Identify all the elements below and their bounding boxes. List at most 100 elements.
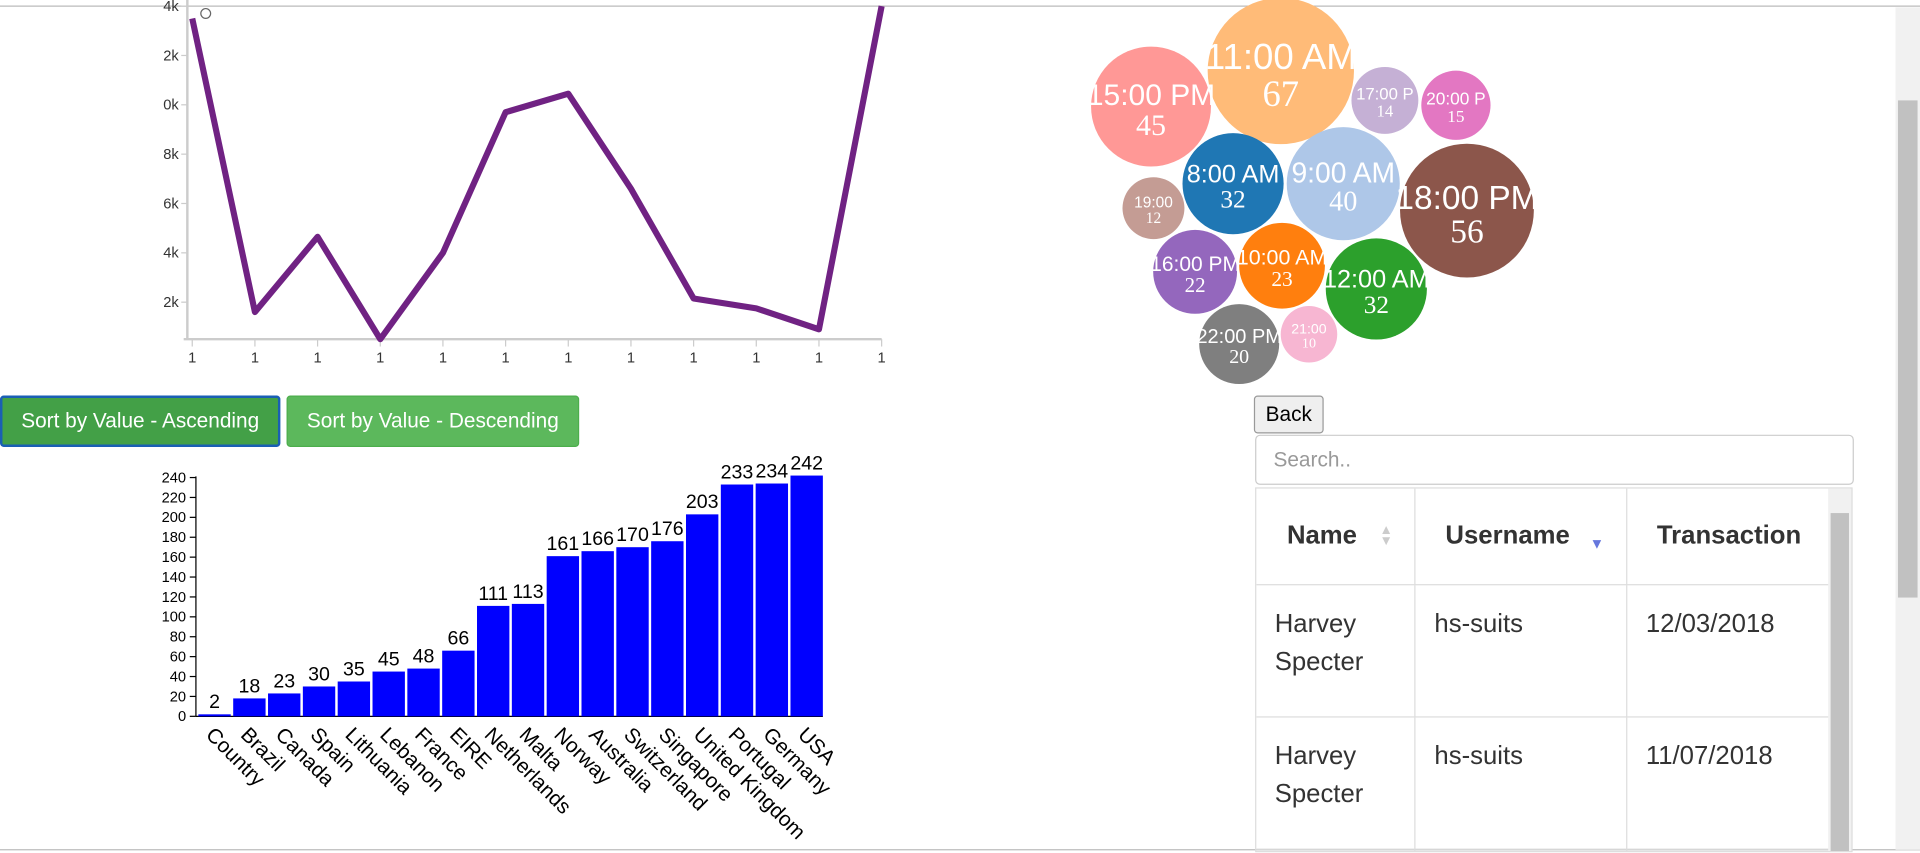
cell: hs-suits [1415, 849, 1628, 852]
header-cell[interactable]: Name ▲ ▼ [1256, 488, 1417, 586]
cell: 12/03/2018 [1626, 584, 1852, 718]
row: Harvey Specter hs-suits 11/07/2018 [1256, 716, 1852, 850]
bar [616, 547, 649, 717]
bubble-value: 23 [1271, 267, 1292, 291]
value-label: 161 [547, 533, 580, 555]
x-tick-label: 1 [439, 350, 447, 366]
y-tick-label: 200 [162, 510, 187, 526]
bar [198, 714, 231, 717]
bubble-label: 9:00 AM [1291, 156, 1395, 188]
value-label: 2 [209, 691, 220, 713]
bubble [1122, 177, 1185, 240]
bubble-label: 16:00 PM [1150, 253, 1240, 276]
value-label: 18 [238, 675, 260, 697]
value-label: 170 [616, 524, 649, 546]
header-cell[interactable]: Transaction [1626, 488, 1852, 586]
y-tick-label: 40 [170, 669, 186, 685]
y-tick-label: 180 [162, 530, 187, 546]
y-tick-label: 0k [163, 98, 179, 114]
header-text: Name [1286, 521, 1357, 550]
bar [268, 693, 301, 717]
y-tick-label: 120 [162, 590, 187, 606]
y-tick-label: 240 [162, 470, 187, 486]
bubble-value: 67 [1263, 73, 1300, 114]
bar [546, 556, 580, 717]
sort-desc-button[interactable]: Sort by Value - Descending [286, 395, 580, 447]
cell: 11/07/2018 [1626, 716, 1852, 850]
bubble-label: 17:00 P [1356, 85, 1414, 104]
cell: hs-suits [1415, 584, 1628, 718]
table: Name ▲ ▼ Username ▼ Transaction Harvey Spec… [1256, 488, 1852, 852]
bubble [1351, 66, 1419, 134]
bubble [1325, 238, 1427, 340]
bubble-value: 56 [1450, 213, 1483, 250]
value-label: 48 [413, 645, 435, 667]
bubble-label: 15:00 PM [1087, 79, 1215, 112]
bubble-value: 32 [1364, 291, 1389, 319]
bubble-value: 32 [1220, 186, 1245, 214]
header-text: Transaction [1656, 521, 1802, 550]
bubble-value: 20 [1229, 346, 1249, 368]
x-tick-label: 1 [251, 350, 259, 366]
bubble-value: 12 [1146, 210, 1161, 227]
bar [651, 541, 684, 717]
x-tick-label: 1 [188, 350, 196, 366]
bubble-value: 15 [1447, 107, 1464, 126]
header-cell[interactable]: Username ▼ [1415, 488, 1628, 586]
bubble [1207, 0, 1354, 145]
value-label: 166 [581, 528, 614, 550]
value-label: 203 [686, 491, 719, 513]
value-label: 176 [651, 518, 684, 540]
value-label: 35 [343, 658, 365, 680]
y-tick-label: 8k [163, 147, 179, 163]
value-label: 111 [478, 583, 508, 605]
header-text: Username [1445, 521, 1570, 550]
bubble [1199, 304, 1280, 385]
x-tick-label: 1 [815, 350, 823, 366]
value-label: 233 [721, 461, 754, 483]
x-tick-label: 1 [564, 350, 572, 366]
reset-icon[interactable] [200, 7, 212, 19]
row: Harvey Specter hs-suits 12/03/2018 [1256, 584, 1852, 718]
x-tick-label: 1 [627, 350, 635, 366]
y-tick-label: 20 [170, 689, 186, 705]
x-tick-label: 1 [878, 350, 886, 366]
bar [407, 668, 440, 717]
search-input[interactable]: Search.. [1255, 434, 1854, 485]
bar [685, 514, 719, 717]
table-scrollbar[interactable] [1828, 488, 1852, 852]
value-label: 113 [512, 581, 543, 603]
value-label: 242 [790, 452, 823, 474]
bubble [1153, 229, 1238, 314]
y-tick-label: 140 [162, 570, 187, 586]
value-label: 30 [308, 663, 330, 685]
y-tick-label: 2k [163, 295, 179, 311]
bar [302, 686, 336, 717]
y-tick-label: 160 [162, 550, 187, 566]
line [189, 5, 885, 343]
value-label: 234 [756, 460, 789, 482]
value-label: 66 [447, 628, 469, 650]
bar [477, 605, 510, 717]
x-tick-label: 1 [314, 350, 322, 366]
bubble-value: 40 [1329, 187, 1357, 218]
bar [337, 681, 371, 717]
bubble-label: 10:00 AM [1237, 246, 1328, 270]
y-tick-label: 80 [170, 630, 186, 646]
row: Harveyhs-suits10/03/2018 [1256, 849, 1852, 852]
x-tick-label: 1 [690, 350, 698, 366]
y-tick-label: 4k [163, 0, 179, 15]
sort-asc-button[interactable]: Sort by Value - Ascending [0, 395, 281, 447]
table-scrollbar-thumb[interactable] [1830, 513, 1849, 852]
bubble-label: 19:00 [1134, 194, 1173, 211]
bubble-label: 22:00 PM [1196, 326, 1281, 348]
bar [511, 603, 545, 717]
page-scrollbar-thumb[interactable] [1897, 100, 1918, 598]
back-button[interactable]: Back [1253, 395, 1324, 434]
cell: Harvey Specter [1256, 584, 1417, 718]
cell: Harvey Specter [1256, 716, 1417, 850]
bubble-value: 22 [1185, 273, 1206, 297]
